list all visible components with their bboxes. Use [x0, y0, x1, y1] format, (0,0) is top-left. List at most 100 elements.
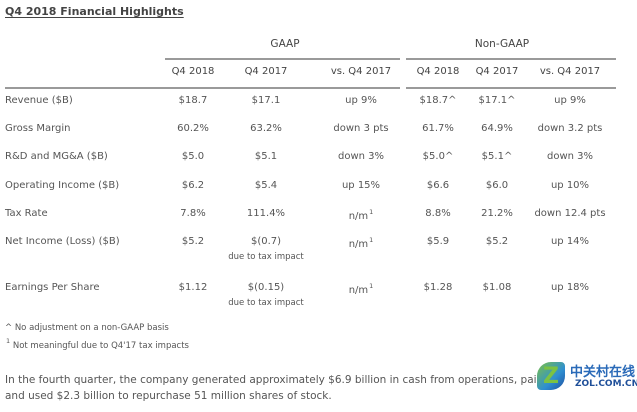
table-cell: up 18%: [551, 282, 589, 293]
cell-value: up 15%: [341, 180, 381, 191]
column-header: Q4 2017: [475, 66, 519, 77]
table-cell: down 3%: [547, 151, 593, 162]
column-header: Q4 2018: [171, 66, 215, 77]
cell-value: $5.0: [181, 151, 205, 162]
table-cell: $(0.15): [248, 282, 284, 293]
group-header-gaap: GAAP: [270, 38, 300, 50]
cell-value: 64.9%: [481, 123, 513, 134]
table-cell: n/m1: [349, 208, 374, 222]
footnote-mark: 1: [6, 337, 11, 345]
cell-value: down 3%: [546, 151, 594, 162]
table-cell: 111.4%: [247, 208, 285, 219]
table-cell: 64.9%: [481, 123, 513, 134]
cell-value: $5.1: [254, 151, 278, 162]
cell-value: $(0.15): [247, 282, 285, 293]
cell-value: $1.28: [423, 282, 453, 293]
cell-value: $6.0: [485, 180, 509, 191]
table-cell: $6.2: [182, 180, 204, 191]
cell-value: 61.7%: [422, 123, 454, 134]
row-label: Tax Rate: [5, 208, 48, 219]
table-cell: n/m1: [349, 282, 374, 296]
table-cell: $17.1: [252, 95, 281, 106]
footnote-caret: ^ No adjustment on a non-GAAP basis: [5, 323, 169, 333]
cell-value: up 10%: [550, 180, 590, 191]
cell-value: n/m: [348, 285, 369, 296]
cell-value: $17.1^: [478, 95, 516, 106]
table-cell: 21.2%: [481, 208, 513, 219]
cell-value: n/m: [348, 211, 369, 222]
row-label: Net Income (Loss) ($B): [5, 236, 120, 247]
cell-value: $18.7: [178, 95, 208, 106]
cell-value: 7.8%: [180, 208, 206, 219]
cell-note: due to tax impact: [228, 298, 304, 308]
table-cell: $5.2: [182, 236, 204, 247]
zol-logo-icon: Z: [537, 362, 565, 390]
row-label: R&D and MG&A ($B): [5, 151, 108, 162]
cell-value: $5.0^: [422, 151, 454, 162]
table-cell: $17.1^: [478, 95, 515, 106]
table-cell: $5.9: [427, 236, 449, 247]
table-cell: up 9%: [345, 95, 377, 106]
footnote-text: Not meaningful due to Q4'17 tax impacts: [10, 341, 189, 351]
table-cell: 60.2%: [177, 123, 209, 134]
footnote-ref: 1: [369, 208, 374, 216]
table-cell: down 3%: [338, 151, 384, 162]
column-header: vs. Q4 2017: [330, 66, 392, 77]
cell-value: 8.8%: [425, 208, 451, 219]
footnote-ref: 1: [369, 282, 374, 290]
table-cell: 7.8%: [180, 208, 205, 219]
cell-value: $5.2: [181, 236, 205, 247]
table-cell: down 12.4 pts: [534, 208, 605, 219]
row-label: Gross Margin: [5, 123, 71, 134]
cell-value: down 3.2 pts: [537, 123, 603, 134]
gaap-divider: [165, 58, 400, 60]
table-cell: $5.0^: [423, 151, 454, 162]
cell-value: up 14%: [550, 236, 590, 247]
row-label: Earnings Per Share: [5, 282, 100, 293]
table-cell: up 15%: [342, 180, 380, 191]
table-cell: up 14%: [551, 236, 589, 247]
table-cell: 63.2%: [250, 123, 282, 134]
table-cell: down 3.2 pts: [538, 123, 603, 134]
cell-value: 60.2%: [177, 123, 209, 134]
non-gaap-divider: [406, 58, 616, 60]
group-header-non-gaap: Non-GAAP: [474, 38, 530, 50]
page-title: Q4 2018 Financial Highlights: [5, 5, 184, 18]
header-divider-gaap: [5, 87, 400, 89]
paragraph-line-1: In the fourth quarter, the company gener…: [5, 374, 544, 386]
cell-value: $1.08: [482, 282, 512, 293]
cell-value: n/m: [348, 239, 369, 250]
cell-value: 21.2%: [481, 208, 513, 219]
cell-value: $5.1^: [481, 151, 513, 162]
cell-value: $17.1: [251, 95, 281, 106]
cell-value: down 3%: [337, 151, 385, 162]
table-cell: $5.0: [182, 151, 204, 162]
table-cell: $5.2: [486, 236, 508, 247]
cell-value: $5.4: [254, 180, 278, 191]
cell-note: due to tax impact: [228, 252, 304, 262]
cell-value: $1.12: [178, 282, 208, 293]
table-cell: $6.6: [427, 180, 449, 191]
column-header: Q4 2017: [244, 66, 288, 77]
cell-value: $18.7^: [419, 95, 457, 106]
watermark-en-text: ZOL.COM.CN: [575, 379, 637, 389]
table-cell: $18.7: [179, 95, 208, 106]
column-header: vs. Q4 2017: [539, 66, 601, 77]
table-cell: $5.1: [255, 151, 277, 162]
table-cell: $(0.7): [251, 236, 281, 247]
table-cell: $1.08: [483, 282, 512, 293]
watermark-cn-text: 中关村在线: [570, 365, 636, 380]
cell-value: up 9%: [345, 95, 377, 106]
watermark-logo: Z 中关村在线 ZOL.COM.CN: [537, 361, 637, 395]
table-cell: up 10%: [551, 180, 589, 191]
table-cell: $1.12: [179, 282, 208, 293]
header-divider-non-gaap: [406, 87, 616, 89]
cell-value: 111.4%: [246, 208, 286, 219]
table-cell: n/m1: [349, 236, 374, 250]
cell-value: $5.9: [426, 236, 450, 247]
cell-value: up 9%: [554, 95, 586, 106]
table-cell: 8.8%: [425, 208, 450, 219]
row-label: Revenue ($B): [5, 95, 73, 106]
table-cell: $1.28: [424, 282, 453, 293]
cell-value: 63.2%: [250, 123, 282, 134]
